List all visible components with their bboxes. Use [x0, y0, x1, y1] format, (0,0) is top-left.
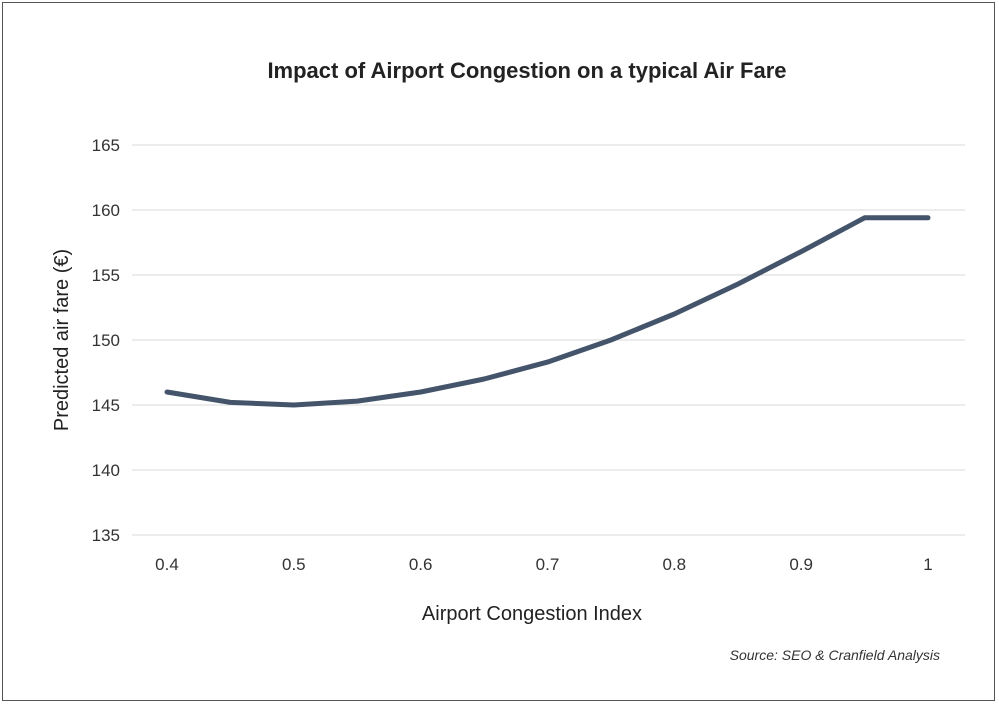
gridlines: [132, 144, 965, 536]
x-tick-label: 0.5: [282, 555, 306, 574]
source-note: Source: SEO & Cranfield Analysis: [730, 647, 940, 663]
x-tick-label: 0.8: [663, 555, 687, 574]
x-tick-label: 0.6: [409, 555, 433, 574]
y-tick-label: 160: [92, 201, 120, 220]
x-tick-label: 0.9: [789, 555, 813, 574]
x-tick-label: 1: [923, 555, 932, 574]
series-group: [164, 215, 931, 408]
y-axis-tick-labels: 135 140 145 150 155 160 165: [92, 136, 120, 545]
y-tick-label: 145: [92, 396, 120, 415]
x-axis-title: Airport Congestion Index: [422, 603, 642, 625]
y-tick-label: 150: [92, 331, 120, 350]
y-tick-label: 155: [92, 266, 120, 285]
y-tick-label: 165: [92, 136, 120, 155]
y-tick-label: 140: [92, 461, 120, 480]
y-axis-title: Predicted air fare (€): [51, 249, 73, 431]
x-axis-tick-labels: 0.4 0.5 0.6 0.7 0.8 0.9 1: [155, 555, 933, 574]
series-line-0: [164, 215, 931, 408]
x-tick-label: 0.7: [536, 555, 560, 574]
chart-title: Impact of Airport Congestion on a typica…: [267, 58, 786, 83]
y-tick-label: 135: [92, 526, 120, 545]
x-tick-label: 0.4: [155, 555, 179, 574]
